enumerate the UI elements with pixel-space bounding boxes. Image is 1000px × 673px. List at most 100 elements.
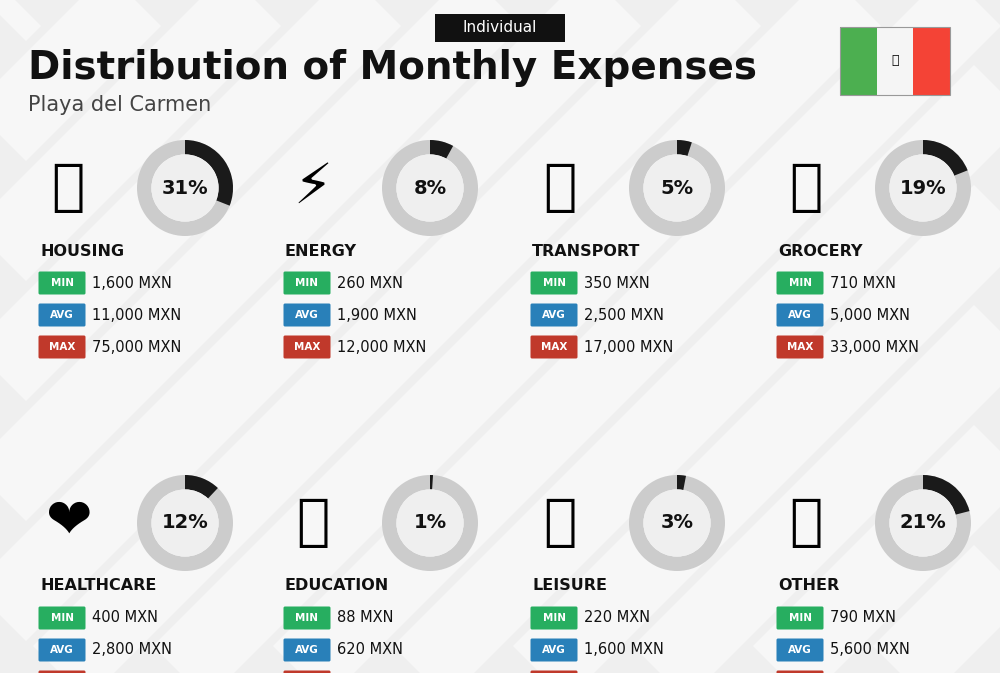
- Wedge shape: [629, 140, 725, 236]
- Text: Playa del Carmen: Playa del Carmen: [28, 95, 211, 115]
- FancyBboxPatch shape: [530, 336, 578, 359]
- Text: 710 MXN: 710 MXN: [830, 275, 896, 291]
- Text: MAX: MAX: [541, 342, 567, 352]
- Text: AVG: AVG: [542, 645, 566, 655]
- Text: 31%: 31%: [162, 178, 208, 197]
- Text: 12%: 12%: [162, 513, 208, 532]
- Text: 3%: 3%: [660, 513, 694, 532]
- FancyBboxPatch shape: [530, 606, 578, 629]
- Text: AVG: AVG: [50, 645, 74, 655]
- Text: AVG: AVG: [788, 645, 812, 655]
- Wedge shape: [382, 140, 478, 236]
- Wedge shape: [923, 475, 969, 515]
- Wedge shape: [430, 475, 433, 489]
- Text: MIN: MIN: [296, 278, 318, 288]
- FancyBboxPatch shape: [530, 271, 578, 295]
- Bar: [840, 27, 950, 95]
- Text: 🏢: 🏢: [51, 161, 85, 215]
- Text: 💰: 💰: [789, 496, 823, 550]
- Text: TRANSPORT: TRANSPORT: [532, 244, 640, 258]
- Text: 75,000 MXN: 75,000 MXN: [92, 339, 181, 355]
- FancyBboxPatch shape: [284, 606, 330, 629]
- Text: 17,000 MXN: 17,000 MXN: [584, 339, 673, 355]
- Text: GROCERY: GROCERY: [778, 244, 862, 258]
- Text: OTHER: OTHER: [778, 579, 839, 594]
- Text: 400 MXN: 400 MXN: [92, 610, 158, 625]
- Circle shape: [396, 154, 464, 221]
- Text: 11,000 MXN: 11,000 MXN: [92, 308, 181, 322]
- Text: AVG: AVG: [542, 310, 566, 320]
- Text: 🦅: 🦅: [891, 55, 899, 67]
- Text: MIN: MIN: [542, 613, 566, 623]
- Text: 🎓: 🎓: [296, 496, 330, 550]
- FancyBboxPatch shape: [284, 670, 330, 673]
- Wedge shape: [430, 140, 453, 159]
- Circle shape: [643, 489, 711, 557]
- Text: MIN: MIN: [50, 613, 74, 623]
- FancyBboxPatch shape: [776, 670, 824, 673]
- Text: 220 MXN: 220 MXN: [584, 610, 650, 625]
- Text: 2,500 MXN: 2,500 MXN: [584, 308, 664, 322]
- Text: 1%: 1%: [413, 513, 447, 532]
- Circle shape: [889, 154, 957, 221]
- Text: ENERGY: ENERGY: [285, 244, 357, 258]
- Text: 620 MXN: 620 MXN: [337, 643, 403, 658]
- Text: 260 MXN: 260 MXN: [337, 275, 403, 291]
- FancyBboxPatch shape: [435, 14, 565, 42]
- Circle shape: [151, 154, 219, 221]
- Wedge shape: [875, 140, 971, 236]
- Text: 5%: 5%: [660, 178, 694, 197]
- Text: MIN: MIN: [788, 278, 812, 288]
- Text: 21%: 21%: [900, 513, 946, 532]
- Text: MAX: MAX: [787, 342, 813, 352]
- Circle shape: [889, 489, 957, 557]
- Bar: [840, 27, 877, 95]
- Wedge shape: [923, 140, 968, 176]
- Text: LEISURE: LEISURE: [532, 579, 607, 594]
- Text: 88 MXN: 88 MXN: [337, 610, 394, 625]
- Text: MAX: MAX: [294, 342, 320, 352]
- Text: MIN: MIN: [50, 278, 74, 288]
- Text: AVG: AVG: [788, 310, 812, 320]
- Text: ❤: ❤: [45, 496, 91, 550]
- Text: Individual: Individual: [463, 20, 537, 36]
- FancyBboxPatch shape: [776, 606, 824, 629]
- FancyBboxPatch shape: [38, 304, 86, 326]
- Circle shape: [151, 489, 219, 557]
- FancyBboxPatch shape: [284, 336, 330, 359]
- Text: HOUSING: HOUSING: [40, 244, 124, 258]
- Wedge shape: [185, 475, 218, 499]
- FancyBboxPatch shape: [38, 639, 86, 662]
- Text: 5,000 MXN: 5,000 MXN: [830, 308, 910, 322]
- Wedge shape: [382, 475, 478, 571]
- FancyBboxPatch shape: [38, 271, 86, 295]
- FancyBboxPatch shape: [284, 639, 330, 662]
- FancyBboxPatch shape: [38, 336, 86, 359]
- Text: MIN: MIN: [542, 278, 566, 288]
- Text: 1,600 MXN: 1,600 MXN: [92, 275, 172, 291]
- Circle shape: [643, 154, 711, 221]
- Text: AVG: AVG: [50, 310, 74, 320]
- Text: 1,600 MXN: 1,600 MXN: [584, 643, 664, 658]
- FancyBboxPatch shape: [776, 639, 824, 662]
- FancyBboxPatch shape: [38, 606, 86, 629]
- Text: ⚡: ⚡: [294, 161, 332, 215]
- Wedge shape: [137, 475, 233, 571]
- Text: AVG: AVG: [295, 645, 319, 655]
- Text: MIN: MIN: [296, 613, 318, 623]
- Text: AVG: AVG: [295, 310, 319, 320]
- Text: 790 MXN: 790 MXN: [830, 610, 896, 625]
- Text: 5,600 MXN: 5,600 MXN: [830, 643, 910, 658]
- Text: 12,000 MXN: 12,000 MXN: [337, 339, 426, 355]
- Wedge shape: [677, 475, 686, 490]
- Text: HEALTHCARE: HEALTHCARE: [40, 579, 156, 594]
- Text: 33,000 MXN: 33,000 MXN: [830, 339, 919, 355]
- FancyBboxPatch shape: [530, 304, 578, 326]
- Text: MAX: MAX: [49, 342, 75, 352]
- FancyBboxPatch shape: [38, 670, 86, 673]
- Text: 🚌: 🚌: [543, 161, 577, 215]
- Wedge shape: [677, 140, 692, 156]
- Wedge shape: [629, 475, 725, 571]
- Bar: [877, 27, 913, 95]
- Text: EDUCATION: EDUCATION: [285, 579, 389, 594]
